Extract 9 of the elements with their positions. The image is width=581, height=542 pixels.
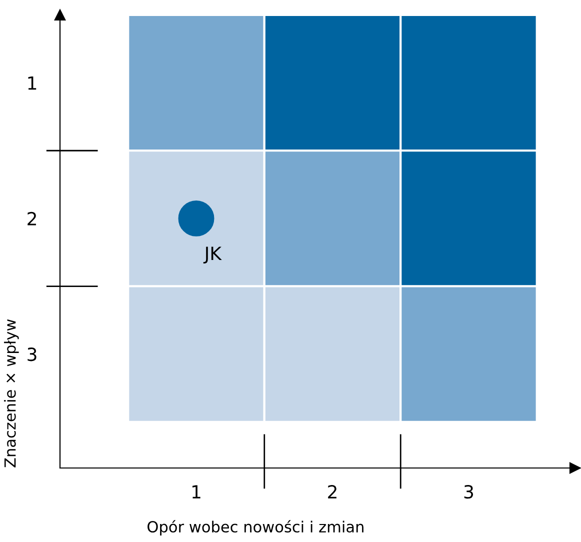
y-tick-label: 1	[28, 76, 36, 90]
x-tick-label: 3	[464, 484, 474, 499]
x-tick-label: 2	[328, 484, 336, 498]
y-tick-label: 2	[28, 212, 36, 226]
x-tick-label: 1	[192, 485, 200, 498]
x-axis-title: Opór wobec nowości i zmian	[148, 520, 364, 536]
y-tick-label: 3	[28, 348, 36, 362]
annotation: JK	[203, 246, 222, 264]
y-axis-title: Znaczenie × wpływ	[4, 319, 19, 468]
